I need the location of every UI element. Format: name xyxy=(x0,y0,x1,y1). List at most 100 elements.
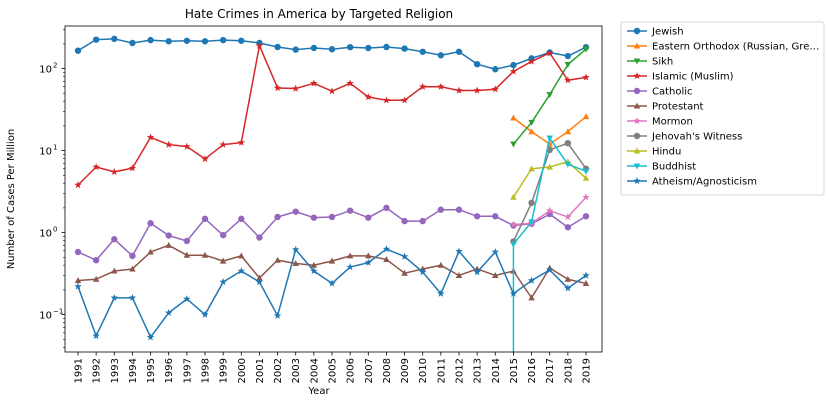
legend-label: Islamic (Muslim) xyxy=(652,72,734,83)
y-tick-exponent: 1 xyxy=(53,144,57,152)
data-point xyxy=(546,135,553,142)
data-point xyxy=(582,168,590,175)
legend-label: Atheism/Agnosticism xyxy=(652,177,757,188)
data-point xyxy=(510,114,517,121)
data-point xyxy=(509,67,518,75)
data-point xyxy=(128,164,137,172)
x-tick-label: 2004 xyxy=(309,358,320,383)
legend-label: Protestant xyxy=(652,102,704,113)
x-tick-label: 2008 xyxy=(382,358,393,383)
series-7 xyxy=(510,139,590,245)
data-point xyxy=(111,236,118,243)
data-point xyxy=(129,39,136,47)
data-point xyxy=(147,220,154,227)
data-point xyxy=(473,60,481,68)
y-tick-label: 10 xyxy=(39,311,52,322)
data-point xyxy=(382,96,391,104)
data-point xyxy=(419,48,426,55)
legend: Jewish Eastern Orthodox (Russian, Gre… Sik… xyxy=(620,21,825,196)
data-point xyxy=(401,217,408,225)
legend-item: Eastern Orthodox (Russian, Gre… xyxy=(627,42,819,53)
data-point xyxy=(201,155,209,163)
data-point xyxy=(364,93,372,101)
data-point xyxy=(74,47,82,54)
data-point xyxy=(292,245,300,253)
data-point xyxy=(219,36,227,44)
legend-marker xyxy=(633,87,641,95)
legend-marker xyxy=(633,132,641,140)
x-tick-label: 1997 xyxy=(182,358,193,383)
data-point xyxy=(74,282,82,290)
data-point xyxy=(564,161,572,168)
x-tick-label: 2013 xyxy=(473,358,484,383)
data-point xyxy=(365,252,372,259)
data-point xyxy=(564,284,572,292)
data-point xyxy=(346,263,354,271)
data-point xyxy=(528,199,535,207)
data-point xyxy=(183,37,191,44)
data-point xyxy=(147,36,154,44)
data-point xyxy=(256,234,263,241)
data-point xyxy=(491,248,499,256)
x-tick-label: 2010 xyxy=(418,358,429,383)
data-point xyxy=(527,57,536,65)
data-point xyxy=(201,215,209,223)
legend-item: Buddhist xyxy=(627,162,696,173)
data-point xyxy=(401,269,408,276)
data-point xyxy=(201,38,209,45)
x-tick-label: 2002 xyxy=(273,358,284,383)
data-point xyxy=(582,193,590,201)
data-point xyxy=(546,206,554,214)
data-point xyxy=(564,76,572,84)
legend-item: Sikh xyxy=(627,57,673,68)
legend-item: Catholic xyxy=(627,87,693,98)
series-3 xyxy=(74,41,590,189)
data-point xyxy=(419,217,426,225)
y-tick-label: 10 xyxy=(39,147,52,158)
y-tick-exponent: 2 xyxy=(53,62,57,70)
data-point xyxy=(346,252,354,259)
data-point xyxy=(546,92,553,99)
data-point xyxy=(564,61,572,68)
x-tick-label: 2017 xyxy=(545,358,556,383)
x-tick-label: 2003 xyxy=(291,358,302,383)
legend-marker xyxy=(633,163,641,170)
data-point xyxy=(365,44,372,52)
data-point xyxy=(582,174,590,181)
data-point xyxy=(564,213,572,221)
x-tick-label: 2005 xyxy=(328,358,339,383)
data-point xyxy=(238,215,245,223)
data-point xyxy=(274,256,281,263)
data-point xyxy=(237,138,245,146)
data-point xyxy=(219,257,227,264)
x-tick-label: 2012 xyxy=(455,358,466,383)
data-point xyxy=(509,220,518,228)
data-point xyxy=(528,219,535,226)
x-tick-label: 1994 xyxy=(128,358,139,383)
x-tick-label: 1992 xyxy=(92,358,103,383)
data-point xyxy=(219,140,227,148)
data-point xyxy=(473,268,481,276)
legend-item: Jehovah's Witness xyxy=(627,132,742,143)
legend-label: Jehovah's Witness xyxy=(651,132,742,143)
legend-marker xyxy=(633,147,641,154)
data-point xyxy=(582,280,590,286)
data-point xyxy=(346,79,354,87)
data-point xyxy=(546,266,554,274)
data-point xyxy=(455,48,463,55)
data-point xyxy=(509,289,518,297)
x-axis-label: Year xyxy=(307,386,330,397)
legend-label: Mormon xyxy=(652,117,693,128)
data-point xyxy=(165,38,172,45)
data-point xyxy=(582,213,590,220)
data-point xyxy=(201,251,209,258)
data-point xyxy=(328,257,336,264)
legend-label: Jewish xyxy=(651,27,684,38)
data-point xyxy=(437,261,445,268)
data-point xyxy=(165,308,173,317)
x-tick-label: 2007 xyxy=(364,358,375,383)
data-point xyxy=(437,206,445,213)
data-point xyxy=(564,139,572,147)
data-point xyxy=(183,295,191,303)
